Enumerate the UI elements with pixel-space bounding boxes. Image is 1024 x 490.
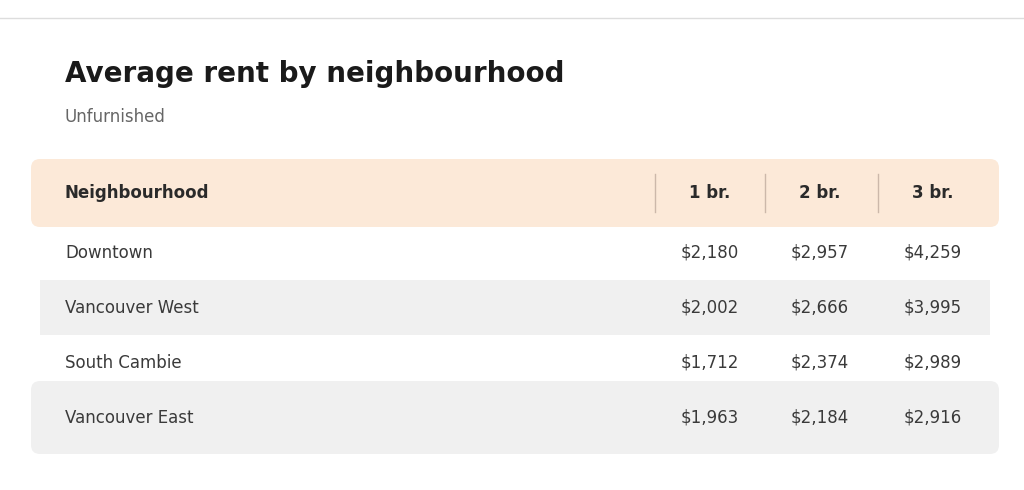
Text: Vancouver East: Vancouver East: [65, 409, 194, 426]
Text: $2,916: $2,916: [904, 409, 963, 426]
Bar: [40, 280, 990, 335]
Text: $1,712: $1,712: [681, 353, 739, 371]
Text: $2,180: $2,180: [681, 244, 739, 262]
Text: 1 br.: 1 br.: [689, 184, 731, 202]
Text: $2,666: $2,666: [791, 298, 849, 317]
Text: South Cambie: South Cambie: [65, 353, 181, 371]
Text: $4,259: $4,259: [904, 244, 963, 262]
Text: $3,995: $3,995: [904, 298, 963, 317]
Text: $2,989: $2,989: [904, 353, 963, 371]
Text: Neighbourhood: Neighbourhood: [65, 184, 210, 202]
Text: $1,963: $1,963: [681, 409, 739, 426]
Text: 2 br.: 2 br.: [800, 184, 841, 202]
FancyBboxPatch shape: [31, 159, 999, 227]
Text: $2,374: $2,374: [791, 353, 849, 371]
FancyBboxPatch shape: [31, 381, 999, 454]
Text: Downtown: Downtown: [65, 244, 153, 262]
Text: $2,184: $2,184: [791, 409, 849, 426]
Text: 3 br.: 3 br.: [912, 184, 953, 202]
Text: Average rent by neighbourhood: Average rent by neighbourhood: [65, 60, 564, 88]
Text: Vancouver West: Vancouver West: [65, 298, 199, 317]
Text: Unfurnished: Unfurnished: [65, 108, 166, 126]
Text: $2,957: $2,957: [791, 244, 849, 262]
Text: $2,002: $2,002: [681, 298, 739, 317]
